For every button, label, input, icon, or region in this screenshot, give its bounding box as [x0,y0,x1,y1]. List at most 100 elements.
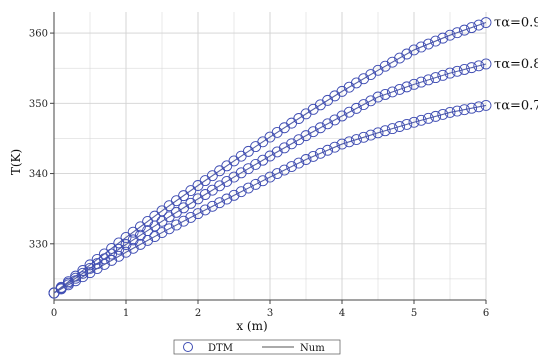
dtm-marker [451,65,463,77]
dtm-marker [257,175,269,187]
dtm-marker [365,129,377,141]
dtm-marker [379,89,391,100]
x-tick-label: 3 [267,308,273,319]
x-tick-label: 2 [195,308,201,319]
dtm-marker [343,136,355,148]
dtm-marker [127,226,139,238]
dtm-marker [386,123,398,135]
series-2: τα=0.7 [48,98,538,299]
dtm-marker [91,253,103,265]
x-axis-label: x (m) [236,319,267,333]
x-tick-label: 1 [123,308,129,319]
y-tick-label: 360 [29,29,48,40]
dtm-marker [372,91,384,103]
series-line [53,63,487,294]
dtm-marker [163,223,175,235]
curve-label: τα=0.7 [494,98,538,113]
dtm-marker [415,114,427,126]
dtm-marker [221,193,233,205]
dtm-marker [113,237,125,249]
dtm-marker [408,116,420,128]
dtm-marker [228,189,240,201]
series-1: τα=0.8 [48,57,538,299]
dtm-marker [314,122,326,134]
y-axis-label: T(K) [9,149,23,175]
dtm-marker [358,99,370,111]
dtm-marker [350,102,362,114]
dtm-marker [379,125,391,137]
dtm-marker [372,127,384,139]
dtm-marker [329,114,341,126]
dtm-marker [473,101,485,113]
dtm-marker [466,62,478,74]
y-tick-labels: 330 340 350 360 [29,29,54,250]
dtm-marker [451,105,463,117]
dtm-marker [480,17,492,28]
dtm-marker [120,232,132,243]
legend-label-num: Num [300,343,325,354]
dtm-marker [271,168,283,180]
dtm-marker [422,74,434,86]
dtm-marker [365,95,377,107]
dtm-marker [235,186,247,198]
dtm-marker [394,121,406,132]
dtm-marker [178,215,190,227]
dtm-marker [149,231,161,242]
dtm-marker [458,24,470,36]
dtm-marker [401,118,413,130]
dtm-marker [466,22,478,34]
y-tick-label: 350 [29,99,48,110]
grid [53,12,487,300]
dtm-marker [437,32,449,44]
dtm-marker [444,67,456,79]
dtm-marker [314,147,326,159]
dtm-marker [142,234,154,246]
dtm-marker [278,164,290,176]
dtm-marker [336,138,348,150]
dtm-marker [444,106,456,118]
curve-label: τα=0.9 [494,16,538,31]
dtm-marker [473,60,485,72]
series-group: τα=0.9 τα=0.8 τα=0.7 [48,16,538,299]
dtm-marker [466,102,478,114]
dtm-marker [322,118,334,130]
dtm-marker [163,200,175,212]
dtm-marker [307,150,319,162]
x-tick-label: 4 [339,308,345,319]
dtm-marker [134,238,146,250]
dtm-marker [444,29,456,41]
legend: DTM Num [173,339,341,355]
dtm-marker [422,112,434,124]
dtm-marker [401,81,413,93]
dtm-marker [127,242,139,254]
legend-marker-circle [183,342,193,352]
dtm-marker [156,227,168,239]
dtm-marker [458,104,470,116]
dtm-marker [250,178,262,190]
dtm-marker [408,44,420,56]
dtm-marker [192,208,204,220]
legend-label-dtm: DTM [208,343,233,354]
dtm-marker [322,144,334,156]
dtm-marker [430,35,442,47]
dtm-marker [437,108,449,120]
dtm-marker [329,141,341,153]
dtm-marker [214,197,226,209]
dtm-marker [430,110,442,122]
dtm-marker [473,19,485,31]
dtm-marker [422,38,434,50]
y-tick-label: 340 [29,169,48,180]
dtm-marker [293,157,305,169]
curve-label: τα=0.8 [494,57,538,72]
dtm-marker [386,86,398,98]
dtm-marker [300,154,312,165]
dtm-marker [199,204,211,216]
dtm-marker [300,130,312,142]
dtm-marker [286,161,298,172]
dtm-marker [185,211,197,223]
dtm-marker [408,78,420,90]
dtm-marker [170,219,182,231]
dtm-marker [358,131,370,143]
legend-box [173,339,341,355]
